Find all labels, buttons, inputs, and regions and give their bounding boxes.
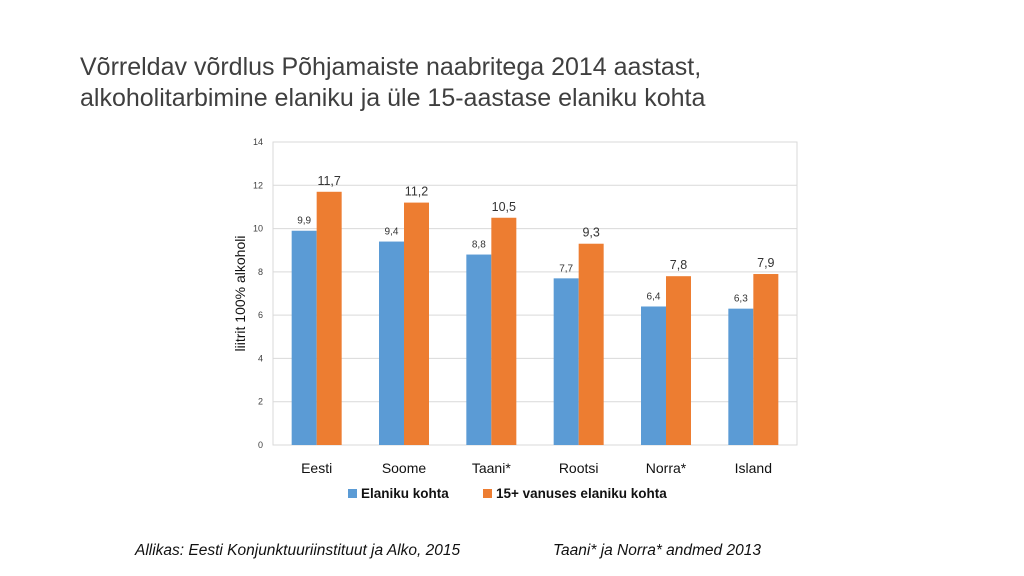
data-label: 8,8 bbox=[472, 240, 486, 251]
bar-vanuses bbox=[578, 243, 604, 445]
legend-label: 15+ vanuses elaniku kohta bbox=[496, 486, 667, 501]
bar-vanuses bbox=[753, 274, 779, 445]
data-label: 9,4 bbox=[385, 227, 399, 238]
bar-vanuses bbox=[491, 217, 517, 445]
data-label: 10,5 bbox=[492, 200, 516, 214]
data-label: 11,7 bbox=[317, 174, 340, 188]
legend-swatch bbox=[483, 489, 492, 498]
data-label: 7,9 bbox=[757, 256, 774, 270]
bar-elaniku bbox=[379, 241, 404, 445]
title-line-1: Võrreldav võrdlus Põhjamaiste naabritega… bbox=[80, 53, 702, 81]
legend-label: Elaniku kohta bbox=[361, 486, 449, 501]
x-tick-label: Island bbox=[735, 460, 772, 476]
data-label: 7,8 bbox=[670, 258, 687, 272]
x-tick-label: Rootsi bbox=[559, 460, 599, 476]
bar-vanuses bbox=[316, 191, 342, 445]
y-tick-label: 8 bbox=[258, 267, 263, 277]
y-tick-label: 4 bbox=[258, 353, 263, 363]
data-label: 9,3 bbox=[582, 226, 599, 240]
bar-elaniku bbox=[641, 306, 666, 445]
data-label: 9,9 bbox=[297, 216, 311, 227]
y-tick-label: 12 bbox=[253, 180, 263, 190]
bar-elaniku bbox=[728, 308, 754, 445]
data-label: 7,7 bbox=[559, 263, 573, 274]
data-label: 6,3 bbox=[734, 294, 748, 305]
bar-elaniku bbox=[466, 254, 492, 445]
bar-elaniku bbox=[291, 230, 317, 445]
data-label: 6,4 bbox=[647, 291, 661, 302]
y-axis-title: liitrit 100% alkoholi bbox=[232, 236, 248, 352]
y-tick-label: 14 bbox=[253, 137, 263, 147]
x-tick-label: Soome bbox=[382, 460, 427, 476]
x-tick-label: Taani* bbox=[472, 460, 511, 476]
legend-swatch bbox=[348, 489, 357, 498]
y-tick-label: 6 bbox=[258, 310, 263, 320]
title-line-2: alkoholitarbimine elaniku ja üle 15-aast… bbox=[80, 84, 706, 112]
bar-vanuses bbox=[404, 202, 429, 445]
plot-area bbox=[272, 141, 798, 446]
x-tick-label: Norra* bbox=[646, 460, 687, 476]
data-label: 11,2 bbox=[405, 185, 428, 199]
y-tick-label: 0 bbox=[258, 440, 263, 450]
data-year-note: Taani* ja Norra* andmed 2013 bbox=[553, 542, 761, 559]
x-tick-label: Eesti bbox=[301, 460, 332, 476]
slide-title: Võrreldav võrdlus Põhjamaiste naabritega… bbox=[80, 52, 960, 114]
y-tick-label: 2 bbox=[258, 397, 263, 407]
bar-elaniku bbox=[553, 278, 579, 445]
source-note: Allikas: Eesti Konjunktuuriinstituut ja … bbox=[135, 542, 461, 559]
y-tick-label: 10 bbox=[253, 224, 263, 234]
bar-vanuses bbox=[666, 276, 691, 445]
